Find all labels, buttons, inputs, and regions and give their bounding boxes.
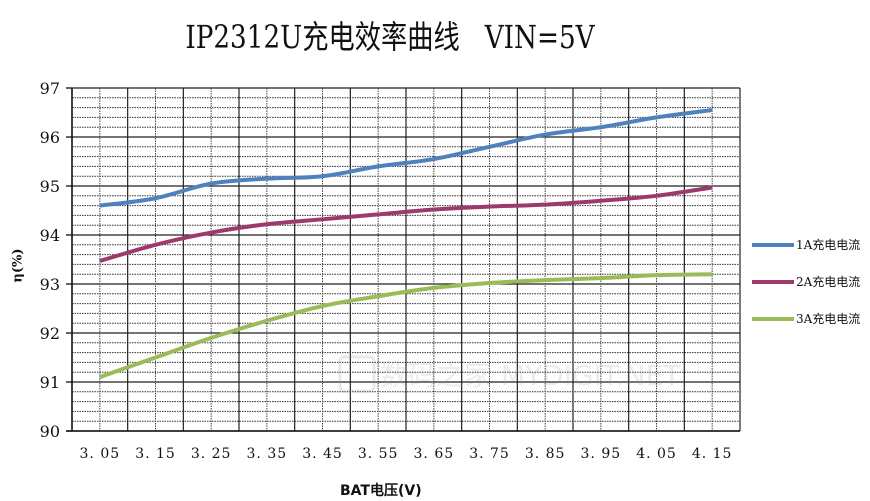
watermark: 数码之家 MYDIGIT.NET <box>338 355 681 393</box>
svg-text:94: 94 <box>40 226 60 245</box>
legend: 1A充电电流 2A充电电流 3A充电电流 <box>752 226 860 337</box>
svg-text:3. 55: 3. 55 <box>358 446 399 462</box>
series-line-3a <box>99 272 713 379</box>
legend-swatch-3a <box>752 316 794 321</box>
svg-text:3. 65: 3. 65 <box>414 446 455 462</box>
svg-text:95: 95 <box>40 177 60 196</box>
grid-lines <box>66 87 741 432</box>
svg-text:90: 90 <box>40 422 60 441</box>
svg-text:3. 75: 3. 75 <box>469 446 510 462</box>
svg-text:92: 92 <box>40 324 60 343</box>
svg-text:97: 97 <box>40 79 60 98</box>
legend-label-3a: 3A充电电流 <box>796 312 861 326</box>
legend-label-2a: 2A充电电流 <box>796 275 861 289</box>
x-axis-title: BAT电压(V) <box>340 483 422 499</box>
svg-text:3. 95: 3. 95 <box>581 446 622 462</box>
legend-item-3a: 3A充电电流 <box>752 300 860 337</box>
svg-text:4. 15: 4. 15 <box>692 446 733 462</box>
data-series <box>99 108 713 379</box>
legend-item-1a: 1A充电电流 <box>752 226 860 263</box>
series-line-1a <box>99 108 713 208</box>
svg-text:数码之家 MYDIGIT.NET: 数码之家 MYDIGIT.NET <box>380 359 681 392</box>
svg-text:91: 91 <box>40 373 60 392</box>
svg-text:93: 93 <box>40 275 60 294</box>
svg-text:4. 05: 4. 05 <box>636 446 677 462</box>
legend-swatch-2a <box>752 279 794 284</box>
svg-text:3. 15: 3. 15 <box>135 446 176 462</box>
y-axis-title: η(%) <box>10 248 26 283</box>
chart-title: IP2312U充电效率曲线 VIN=5V <box>185 18 595 56</box>
svg-text:3. 25: 3. 25 <box>191 446 232 462</box>
svg-text:3. 45: 3. 45 <box>302 446 343 462</box>
svg-text:3. 35: 3. 35 <box>247 446 288 462</box>
svg-text:96: 96 <box>40 128 60 147</box>
legend-swatch-1a <box>752 242 794 247</box>
svg-text:3. 05: 3. 05 <box>80 446 121 462</box>
series-line-2a <box>99 185 713 263</box>
y-axis-ticks: 90 91 92 93 94 95 96 97 <box>40 79 72 441</box>
x-axis-ticks: 3. 05 3. 15 3. 25 3. 35 3. 45 3. 55 3. 65 3. 75… <box>80 446 733 462</box>
svg-text:3. 85: 3. 85 <box>525 446 566 462</box>
legend-item-2a: 2A充电电流 <box>752 263 860 300</box>
legend-label-1a: 1A充电电流 <box>796 238 861 252</box>
